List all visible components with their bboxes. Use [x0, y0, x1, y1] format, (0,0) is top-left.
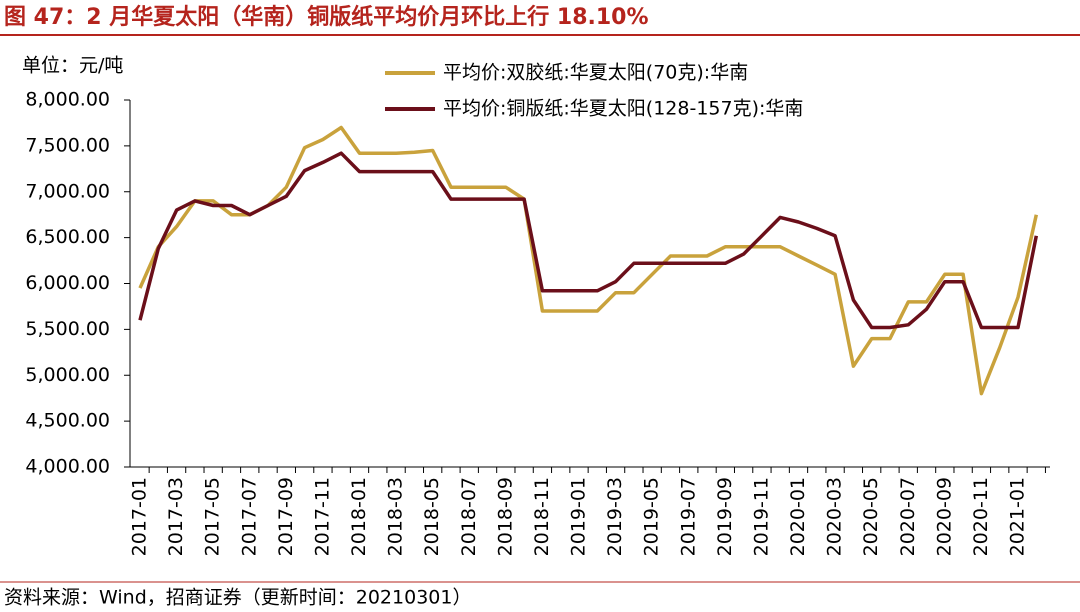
x-tick-label: 2019-01 [568, 477, 590, 556]
x-tick-label: 2017-07 [238, 477, 260, 556]
y-tick-label: 8,000.00 [25, 89, 110, 111]
x-tick-label: 2020-09 [933, 477, 955, 556]
x-tick-label: 2018-09 [494, 477, 516, 556]
x-tick-label: 2017-11 [311, 477, 333, 556]
x-tick-label: 2017-01 [129, 477, 151, 556]
unit-label: 单位：元/吨 [22, 55, 123, 77]
x-tick-label: 2018-01 [348, 477, 370, 556]
x-tick-label: 2020-07 [897, 477, 919, 556]
y-tick-label: 4,000.00 [25, 456, 110, 478]
x-tick-label: 2019-07 [677, 477, 699, 556]
x-tick-label: 2019-03 [604, 477, 626, 556]
legend-label: 平均价:双胶纸:华夏太阳(70克):华南 [443, 62, 748, 84]
source-note: 资料来源：Wind，招商证券（更新时间：20210301） [4, 587, 471, 609]
x-tick-label: 2017-09 [275, 477, 297, 556]
x-tick-label: 2018-05 [421, 477, 443, 556]
legend-label: 平均价:铜版纸:华夏太阳(128-157克):华南 [443, 98, 803, 120]
x-tick-label: 2019-05 [641, 477, 663, 556]
x-tick-label: 2018-11 [531, 477, 553, 556]
x-tick-label: 2018-03 [385, 477, 407, 556]
y-tick-label: 6,500.00 [25, 226, 110, 248]
x-tick-label: 2020-11 [970, 477, 992, 556]
x-tick-label: 2019-11 [750, 477, 772, 556]
y-tick-label: 6,000.00 [25, 272, 110, 294]
x-tick-label: 2017-05 [202, 477, 224, 556]
y-tick-label: 7,500.00 [25, 134, 110, 156]
x-tick-label: 2020-01 [787, 477, 809, 556]
x-tick-label: 2020-03 [824, 477, 846, 556]
x-tick-label: 2018-07 [458, 477, 480, 556]
x-tick-label: 2017-03 [165, 477, 187, 556]
y-tick-label: 5,000.00 [25, 364, 110, 386]
y-tick-label: 7,000.00 [25, 180, 110, 202]
chart-title: 图 47：2 月华夏太阳（华南）铜版纸平均价月环比上行 18.10% [4, 4, 649, 30]
y-tick-label: 4,500.00 [25, 410, 110, 432]
x-tick-label: 2019-09 [714, 477, 736, 556]
x-tick-label: 2020-05 [860, 477, 882, 556]
y-tick-label: 5,500.00 [25, 318, 110, 340]
series-line [138, 125, 1039, 396]
x-tick-label: 2021-01 [1007, 477, 1029, 556]
series-line [138, 151, 1039, 330]
